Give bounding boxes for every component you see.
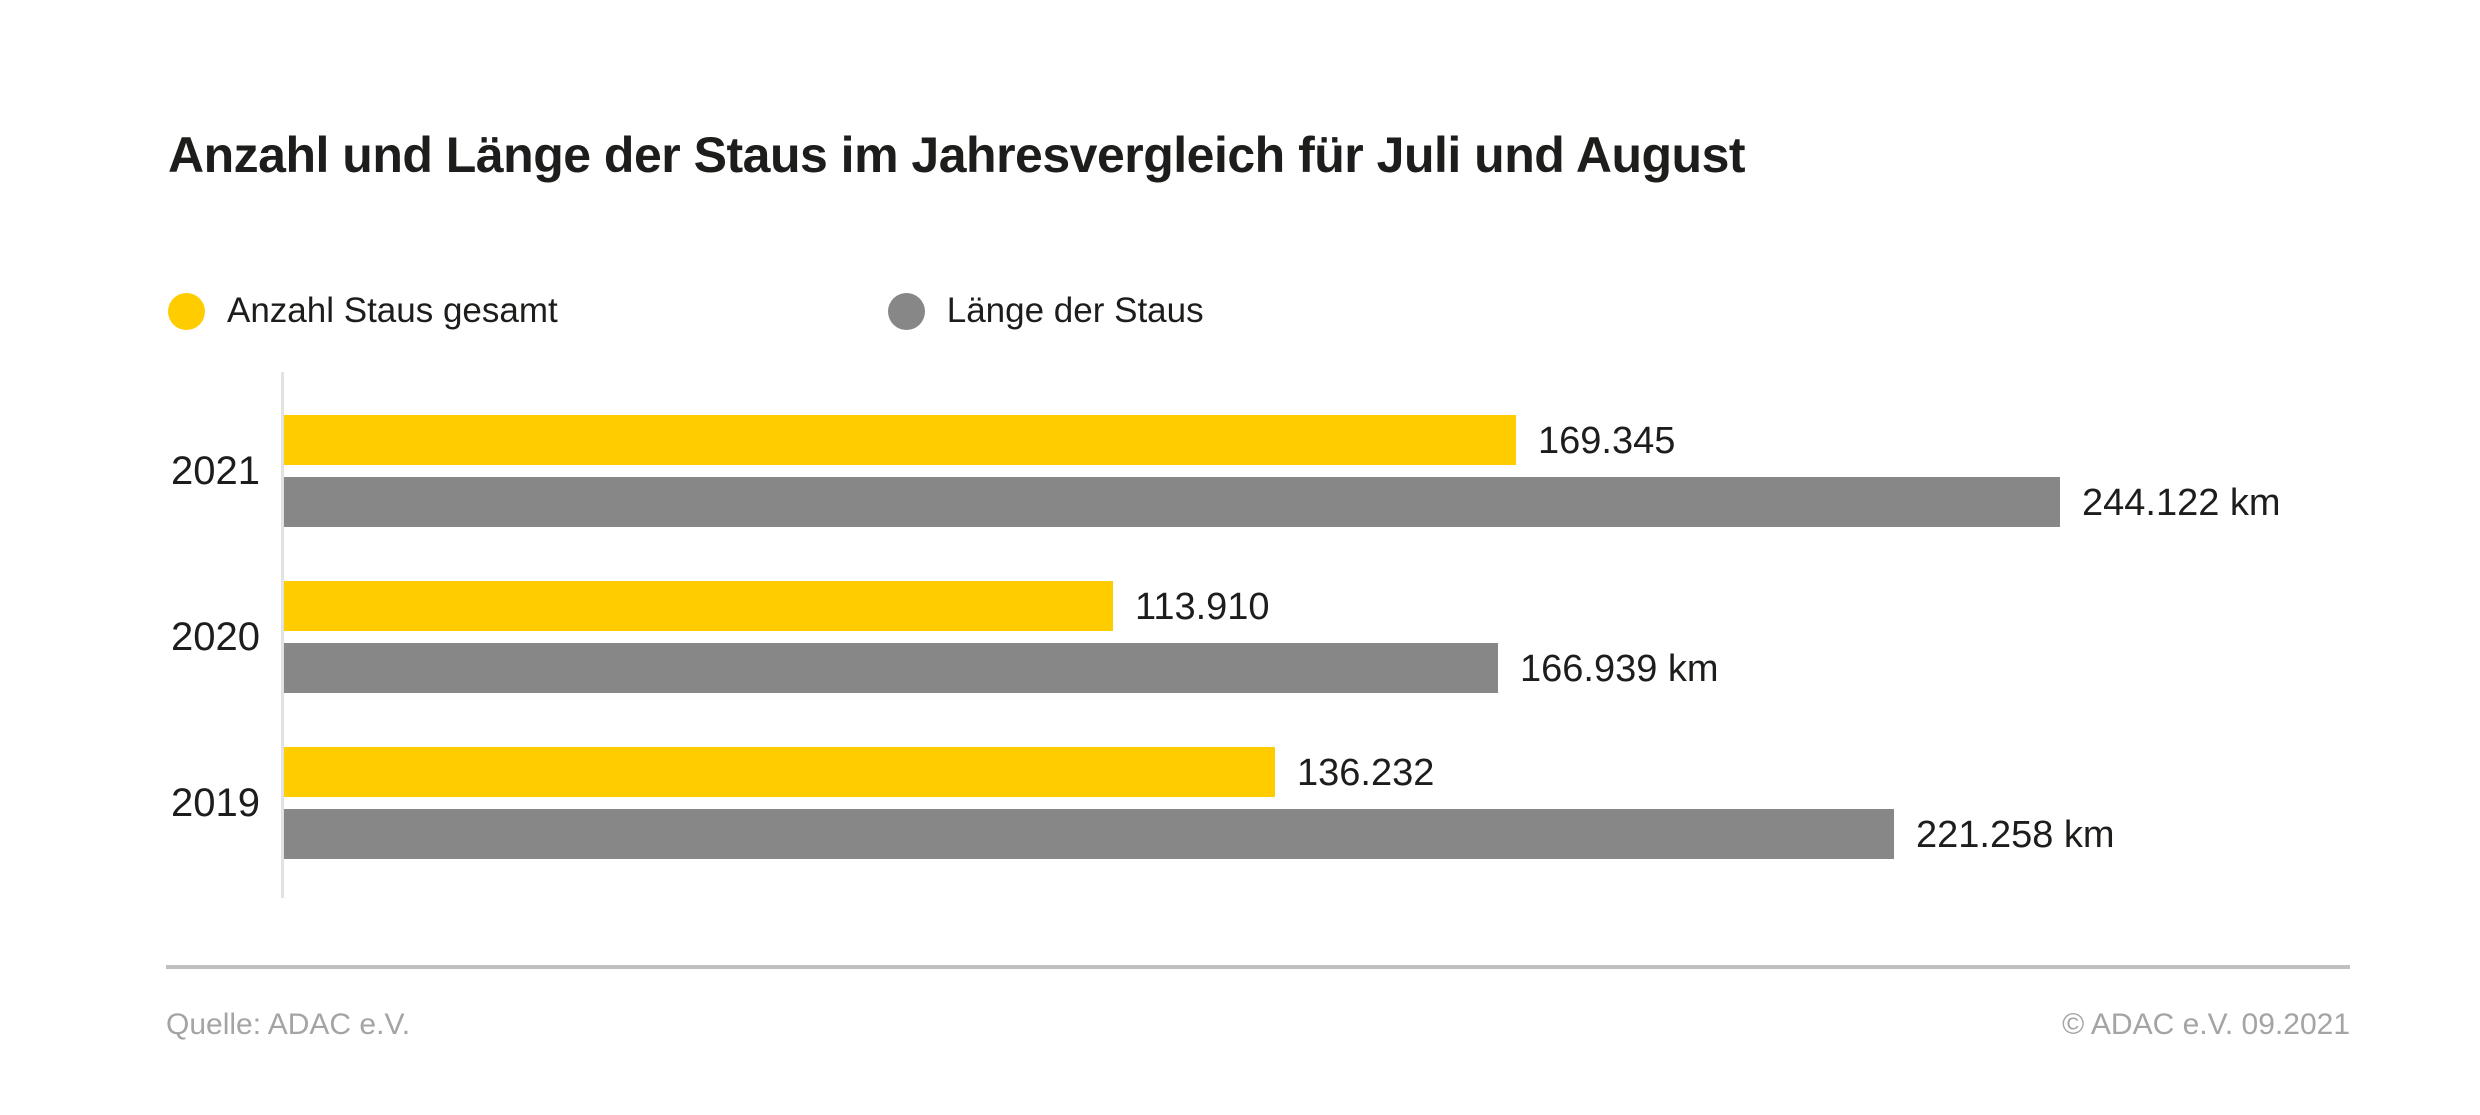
source-note: Quelle: ADAC e.V.	[166, 1008, 411, 1041]
y-axis-line	[281, 372, 284, 898]
legend-label-anzahl-staus: Anzahl Staus gesamt	[227, 291, 558, 330]
count-value-label-2019: 136.232	[1297, 752, 1435, 794]
year-label-2021: 2021	[171, 449, 260, 493]
legend-item-laenge-staus: Länge der Staus	[887, 291, 1204, 330]
legend-dot-yellow-icon	[168, 292, 205, 330]
legend-dot-gray-icon	[887, 292, 925, 330]
bar-chart: 2021 169.345 244.122 km 2020 113.910 166.939 …	[171, 415, 2384, 895]
footer-divider	[166, 965, 2350, 969]
length-bar-2019	[284, 809, 1894, 859]
count-bar-2021	[284, 415, 1516, 465]
count-bar-2019	[284, 747, 1275, 797]
chart-row-2019: 2019 136.232 221.258 km	[171, 747, 2384, 859]
length-value-label-2019: 221.258 km	[1916, 814, 2115, 856]
legend: Anzahl Staus gesamt Länge der Staus	[168, 292, 1204, 330]
legend-label-laenge-staus: Länge der Staus	[946, 291, 1204, 330]
year-label-2019: 2019	[171, 781, 260, 825]
length-bar-2020	[284, 643, 1498, 693]
length-bar-2021	[284, 477, 2060, 527]
legend-item-anzahl-staus: Anzahl Staus gesamt	[168, 292, 558, 330]
chart-row-2021: 2021 169.345 244.122 km	[171, 415, 2384, 527]
chart-row-2020: 2020 113.910 166.939 km	[171, 581, 2384, 693]
copyright-note: © ADAC e.V. 09.2021	[2062, 1008, 2350, 1041]
year-label-2020: 2020	[171, 615, 260, 659]
length-value-label-2021: 244.122 km	[2082, 482, 2281, 524]
chart-title: Anzahl und Länge der Staus im Jahresverg…	[168, 127, 1746, 183]
length-value-label-2020: 166.939 km	[1520, 648, 1719, 690]
count-value-label-2021: 169.345	[1538, 420, 1676, 462]
count-bar-2020	[284, 581, 1113, 631]
count-value-label-2020: 113.910	[1135, 586, 1270, 628]
